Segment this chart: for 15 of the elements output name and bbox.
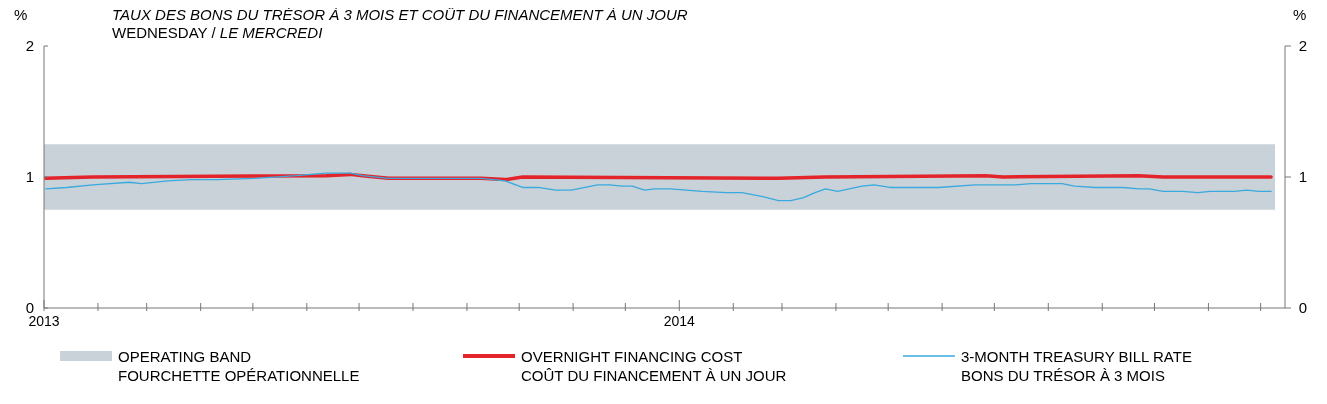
y2-tick-label: 0 [1298, 299, 1308, 316]
chart-subtitle: WEDNESDAY / LE MERCREDI [112, 24, 323, 41]
y-tick-label: 0 [25, 299, 35, 316]
x-tick-label: 2013 [28, 313, 60, 329]
y-tick-label: 2 [25, 37, 35, 54]
y-tick-label: 1 [25, 168, 35, 185]
y-axis-title: % [14, 6, 28, 23]
legend-label: OPERATING BAND FOURCHETTE OPÉRATIONNELLE [118, 348, 360, 384]
legend-label: 3-MONTH TREASURY BILL RATE BONS DU TRÉSOR À 3 MOIS [961, 348, 1192, 384]
y2-tick-label: 1 [1298, 168, 1308, 185]
y2-axis-title: % [1293, 6, 1307, 23]
y2-tick-label: 2 [1298, 37, 1308, 54]
line-series [45, 172, 1272, 202]
x-tick-label: 2014 [663, 313, 696, 329]
legend-label: OVERNIGHT FINANCING COST COÛT DU FINANCEMENT À UN JOUR [521, 348, 787, 384]
